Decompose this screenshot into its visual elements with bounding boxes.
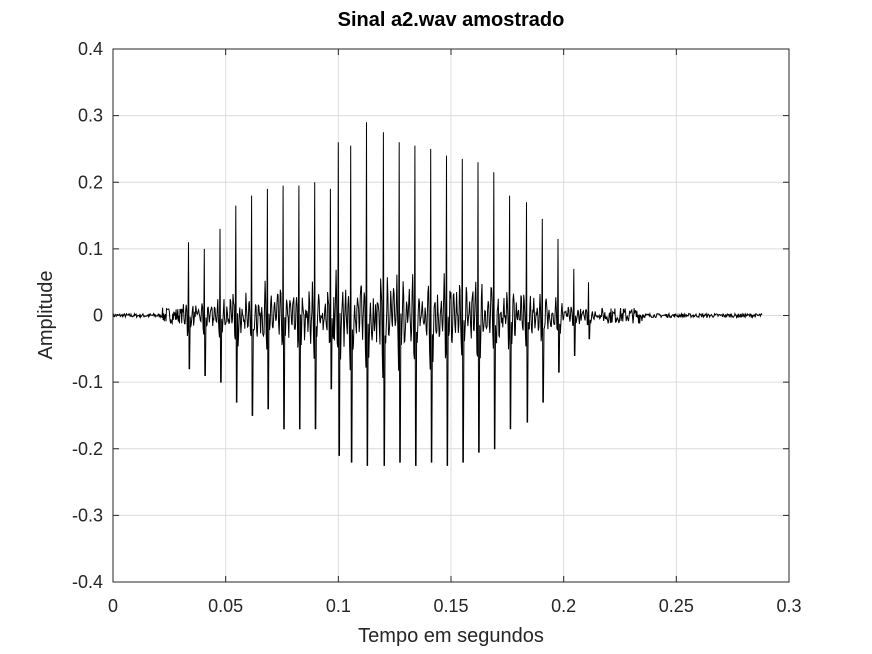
signal-layer	[112, 122, 763, 466]
y-tick-label: -0.3	[72, 505, 103, 525]
ticks	[112, 48, 790, 583]
y-tick-label: -0.1	[72, 372, 103, 392]
chart-title: Sinal a2.wav amostrado	[338, 9, 565, 31]
x-tick-label: 0.3	[776, 596, 801, 616]
x-tick-label: 0.1	[326, 596, 351, 616]
x-tick-label: 0.25	[659, 596, 694, 616]
y-tick-label: 0.1	[78, 239, 103, 259]
y-tick-label: 0.3	[78, 106, 103, 126]
y-tick-label: -0.2	[72, 439, 103, 459]
y-tick-label: -0.4	[72, 572, 103, 592]
x-tick-label: 0.2	[551, 596, 576, 616]
y-tick-label: 0	[93, 306, 103, 326]
x-tick-labels: 0 0.05 0.1 0.15 0.2 0.25 0.3	[108, 596, 802, 616]
y-tick-label: 0.2	[78, 172, 103, 192]
grid	[113, 49, 789, 582]
x-axis-label: Tempo em segundos	[358, 625, 544, 647]
y-axis-label: Amplitude	[35, 271, 57, 360]
y-tick-labels: -0.4 -0.3 -0.2 -0.1 0 0.1 0.2 0.3 0.4	[72, 39, 103, 592]
x-tick-label: 0.05	[208, 596, 243, 616]
signal-line	[112, 122, 763, 466]
y-tick-label: 0.4	[78, 39, 103, 59]
x-tick-label: 0	[108, 596, 118, 616]
x-tick-label: 0.15	[433, 596, 468, 616]
